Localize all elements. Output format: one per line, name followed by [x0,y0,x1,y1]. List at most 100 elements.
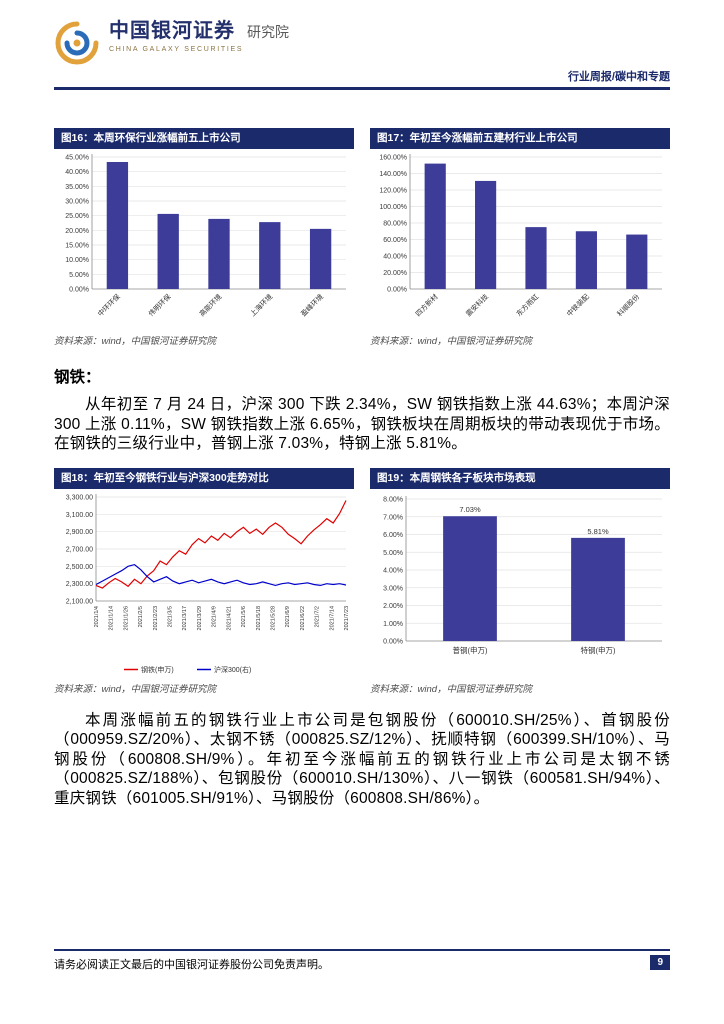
figure-19-title: 图19：本周钢铁各子板块市场表现 [370,467,670,489]
svg-text:2021/3/17: 2021/3/17 [182,606,188,630]
svg-text:2021/4/21: 2021/4/21 [226,606,232,630]
svg-text:40.00%: 40.00% [65,169,89,176]
figure-18-chart: 2,100.00 2,300.00 2,500.00 2,700.00 2,900.00… [54,488,354,679]
svg-text:2021/1/26: 2021/1/26 [123,606,129,630]
svg-text:7.03%: 7.03% [459,505,481,514]
svg-text:2021/6/22: 2021/6/22 [300,606,306,630]
svg-text:10.00%: 10.00% [65,257,89,264]
figure-16-source: 资料来源：wind，中国银河证券研究院 [54,336,217,348]
figures-row-2: 图18：年初至今钢铁行业与沪深300走势对比 2,100.00 2,300.00 2… [0,467,724,695]
svg-text:120.00%: 120.00% [379,188,407,195]
svg-text:2,900.00: 2,900.00 [66,529,93,536]
svg-text:2021/1/14: 2021/1/14 [109,606,115,630]
svg-text:20.00%: 20.00% [65,228,89,235]
footer-divider [54,949,670,951]
figure-19-chart: 0.00% 1.00% 2.00% 3.00% 4.00% 5.00% 6.00% 7.00%… [370,488,670,679]
svg-text:160.00%: 160.00% [379,155,407,162]
svg-text:5.00%: 5.00% [383,550,403,557]
svg-text:0.00%: 0.00% [383,638,403,645]
figure-17-source: 资料来源：wind，中国银河证券研究院 [370,336,533,348]
svg-text:2,300.00: 2,300.00 [66,581,93,588]
figure-16: 图16：本周环保行业涨幅前五上市公司 0.00% 5.00% 10.00% 15.00… [54,128,354,347]
page-footer: 请务必阅读正文最后的中国银河证券股份公司免责声明。 9 [54,949,670,972]
svg-text:四方新材: 四方新材 [413,292,439,318]
svg-text:2,100.00: 2,100.00 [66,598,93,605]
svg-text:5.00%: 5.00% [69,272,89,279]
brand-block: 中国银河证券 研究院 CHINA GALAXY SECURITIES [54,20,670,66]
figure-19-source: 资料来源：wind，中国银河证券研究院 [370,683,533,695]
svg-text:上海环境: 上海环境 [248,292,274,318]
report-tag: 行业周报/碳中和专题 [567,71,670,83]
figure-18: 图18：年初至今钢铁行业与沪深300走势对比 2,100.00 2,300.00 2… [54,467,354,695]
figure-18-title: 图18：年初至今钢铁行业与沪深300走势对比 [54,467,354,489]
svg-text:35.00%: 35.00% [65,184,89,191]
svg-text:2021/5/28: 2021/5/28 [270,606,276,630]
svg-text:2,700.00: 2,700.00 [66,546,93,553]
svg-text:80.00%: 80.00% [383,221,407,228]
figure-17-chart: 0.00% 20.00% 40.00% 60.00% 80.00% 100.00% 120.… [370,149,670,332]
galaxy-logo-icon [54,20,100,66]
svg-text:伟明环保: 伟明环保 [146,292,172,318]
svg-text:2.00%: 2.00% [383,603,403,610]
svg-text:中环环保: 中环环保 [96,292,122,318]
svg-text:30.00%: 30.00% [65,199,89,206]
svg-text:沪深300(右): 沪深300(右) [214,665,251,674]
svg-text:3,300.00: 3,300.00 [66,494,93,501]
svg-text:0.00%: 0.00% [387,287,407,294]
svg-text:15.00%: 15.00% [65,243,89,250]
brand-text: 中国银河证券 研究院 CHINA GALAXY SECURITIES [109,20,289,53]
svg-text:2021/3/29: 2021/3/29 [197,606,203,630]
svg-text:东方雨虹: 东方雨虹 [514,292,540,318]
svg-text:2021/2/23: 2021/2/23 [153,606,159,630]
figure-17: 图17：年初至今涨幅前五建材行业上市公司 0.00% 20.00% 40.00% 60… [370,128,670,347]
svg-text:2,500.00: 2,500.00 [66,564,93,571]
svg-text:2021/7/23: 2021/7/23 [344,606,350,630]
svg-text:2021/6/9: 2021/6/9 [285,606,291,627]
svg-text:科顺股份: 科顺股份 [615,292,641,318]
svg-text:2021/5/6: 2021/5/6 [241,606,247,627]
svg-text:8.00%: 8.00% [383,496,403,503]
figure-17-title: 图17：年初至今涨幅前五建材行业上市公司 [370,128,670,150]
brand-name-en: CHINA GALAXY SECURITIES [109,46,244,53]
svg-text:4.00%: 4.00% [383,567,403,574]
figure-19: 图19：本周钢铁各子板块市场表现 0.00% 1.00% 2.00% 3.00% 4.0… [370,467,670,695]
figure-18-source: 资料来源：wind，中国银河证券研究院 [54,683,217,695]
brand-department: 研究院 [247,24,289,40]
svg-text:盈峰环境: 盈峰环境 [299,292,325,318]
svg-text:40.00%: 40.00% [383,254,407,261]
svg-text:普钢(申万): 普钢(申万) [453,645,488,655]
svg-text:60.00%: 60.00% [383,237,407,244]
header-divider [54,87,670,90]
brand-name: 中国银河证券 [109,20,235,42]
svg-text:2021/3/5: 2021/3/5 [168,606,174,627]
svg-text:2021/2/5: 2021/2/5 [138,606,144,627]
svg-text:1.00%: 1.00% [383,621,403,628]
svg-text:20.00%: 20.00% [383,270,407,277]
svg-text:3,100.00: 3,100.00 [66,512,93,519]
footer-disclaimer: 请务必阅读正文最后的中国银河证券股份公司免责声明。 [54,959,329,971]
svg-text:2021/7/2: 2021/7/2 [315,606,321,627]
svg-text:2021/4/9: 2021/4/9 [212,606,218,627]
svg-text:特钢(申万): 特钢(申万) [581,645,616,655]
svg-text:3.00%: 3.00% [383,585,403,592]
figure-16-chart: 0.00% 5.00% 10.00% 15.00% 20.00% 25.00% 30.00%… [54,149,354,332]
figures-row-1: 图16：本周环保行业涨幅前五上市公司 0.00% 5.00% 10.00% 15.00… [0,128,724,347]
svg-text:高能环境: 高能环境 [197,292,223,318]
svg-text:7.00%: 7.00% [383,514,403,521]
page-header: 中国银河证券 研究院 CHINA GALAXY SECURITIES 行业周报/… [0,0,724,90]
svg-text:25.00%: 25.00% [65,213,89,220]
svg-text:100.00%: 100.00% [379,204,407,211]
svg-text:6.00%: 6.00% [383,532,403,539]
svg-text:140.00%: 140.00% [379,171,407,178]
svg-text:2021/5/18: 2021/5/18 [256,606,262,630]
svg-text:2021/1/4: 2021/1/4 [94,606,100,627]
steel-paragraph-1: 从年初至 7 月 24 日，沪深 300 下跌 2.34%，SW 钢铁指数上涨 … [54,396,670,453]
svg-text:钢铁(申万): 钢铁(申万) [141,665,174,674]
svg-text:0.00%: 0.00% [69,287,89,294]
figure-16-title: 图16：本周环保行业涨幅前五上市公司 [54,128,354,150]
svg-text:中铁装配: 中铁装配 [565,292,591,318]
svg-text:2021/7/14: 2021/7/14 [329,606,335,630]
page-number: 9 [650,955,670,970]
svg-text:45.00%: 45.00% [65,155,89,162]
